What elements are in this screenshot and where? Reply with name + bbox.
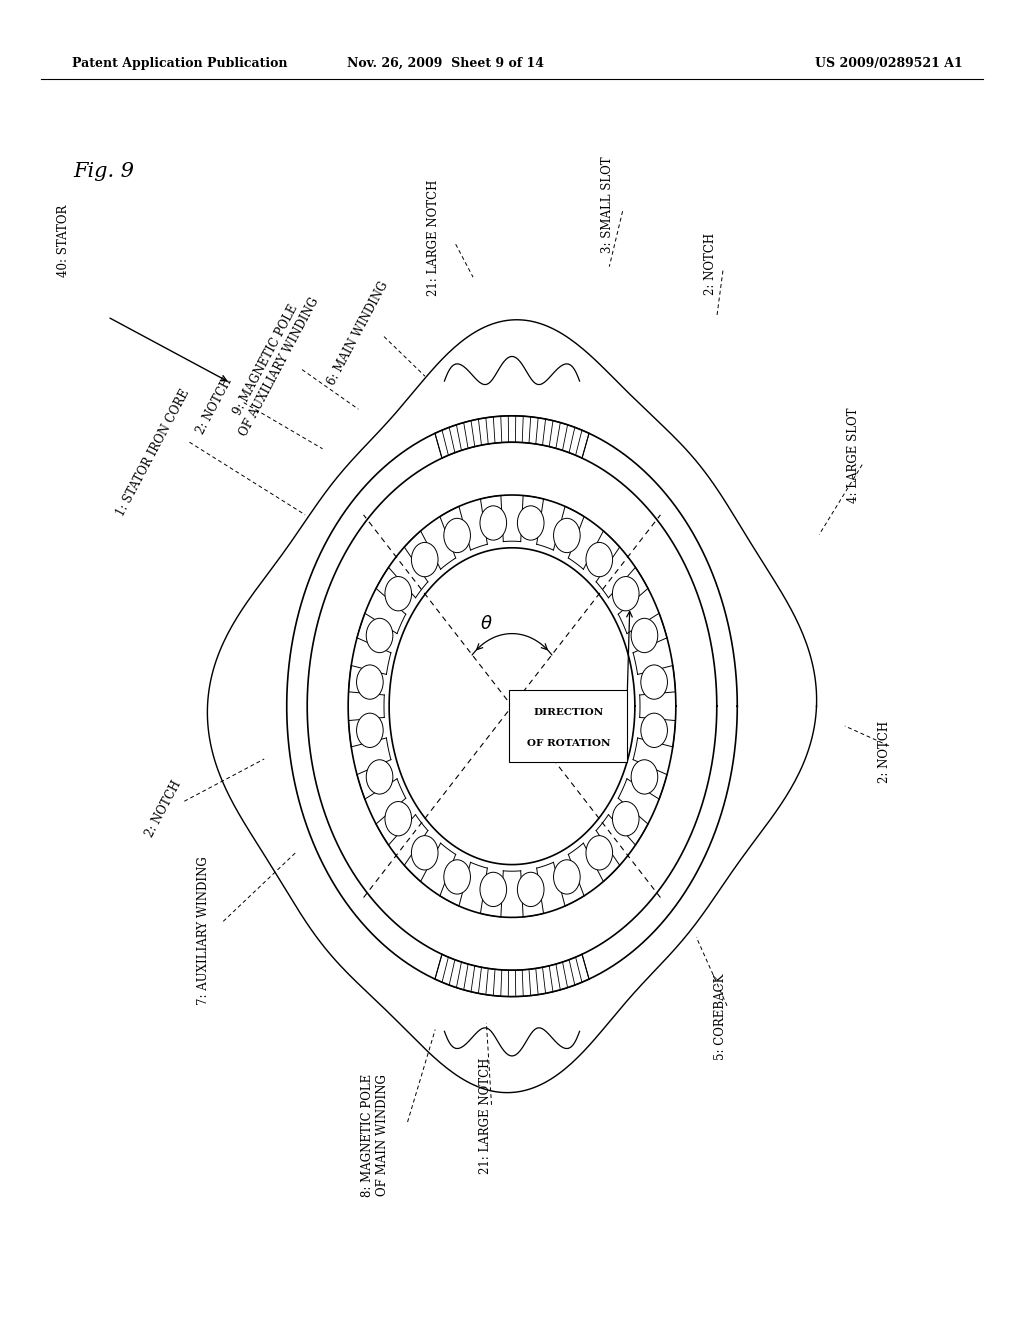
Circle shape [586,836,612,870]
Text: 21: LARGE NOTCH: 21: LARGE NOTCH [427,180,440,296]
Text: 7: AUXILIARY WINDING: 7: AUXILIARY WINDING [197,857,210,1005]
Circle shape [517,873,544,907]
Circle shape [356,713,383,747]
Text: 9: MAGNETIC POLE
OF AUXILIARY WINDING: 9: MAGNETIC POLE OF AUXILIARY WINDING [223,288,322,438]
Circle shape [356,665,383,700]
Text: Fig. 9: Fig. 9 [74,162,135,181]
Circle shape [443,519,470,553]
Text: US 2009/0289521 A1: US 2009/0289521 A1 [815,57,963,70]
Circle shape [412,836,438,870]
Text: 2: NOTCH: 2: NOTCH [878,721,891,784]
Circle shape [641,665,668,700]
Text: 21: LARGE NOTCH: 21: LARGE NOTCH [478,1057,492,1173]
Circle shape [631,760,657,795]
Text: OF ROTATION: OF ROTATION [526,739,610,747]
Bar [510,689,627,763]
Circle shape [412,543,438,577]
Text: 2: NOTCH: 2: NOTCH [143,779,183,840]
Circle shape [385,577,412,611]
Text: 4: LARGE SLOT: 4: LARGE SLOT [847,408,860,503]
Circle shape [480,873,507,907]
Circle shape [443,859,470,894]
Text: DIRECTION: DIRECTION [534,709,603,717]
Circle shape [385,801,412,836]
Text: Nov. 26, 2009  Sheet 9 of 14: Nov. 26, 2009 Sheet 9 of 14 [347,57,544,70]
Circle shape [612,577,639,611]
Text: 8: MAGNETIC POLE
OF MAIN WINDING: 8: MAGNETIC POLE OF MAIN WINDING [361,1073,389,1197]
Circle shape [641,713,668,747]
Text: 1: STATOR IRON CORE: 1: STATOR IRON CORE [114,387,193,517]
Circle shape [367,618,393,652]
Text: 2: NOTCH: 2: NOTCH [195,376,234,437]
Circle shape [554,859,581,894]
Circle shape [517,506,544,540]
Text: 2: NOTCH: 2: NOTCH [703,232,717,296]
Text: 6: MAIN WINDING: 6: MAIN WINDING [325,280,390,388]
Circle shape [612,801,639,836]
Text: 3: SMALL SLOT: 3: SMALL SLOT [601,156,614,253]
Circle shape [480,506,507,540]
Circle shape [367,760,393,795]
Circle shape [631,618,657,652]
Circle shape [586,543,612,577]
Text: $\theta$: $\theta$ [480,615,493,634]
Text: 40: STATOR: 40: STATOR [57,205,70,277]
Circle shape [554,519,581,553]
Text: 5: COREBACK: 5: COREBACK [714,973,727,1060]
Text: Patent Application Publication: Patent Application Publication [72,57,287,70]
